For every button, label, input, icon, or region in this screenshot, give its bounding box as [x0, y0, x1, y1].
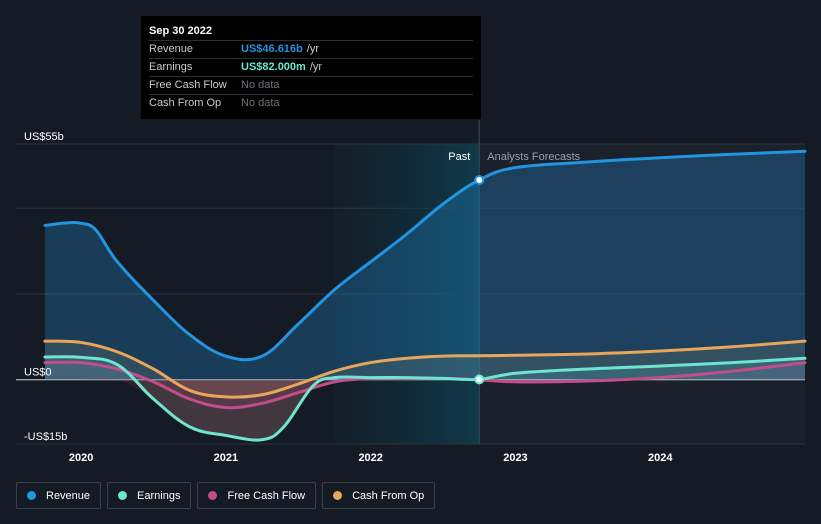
- legend-item-free-cash-flow[interactable]: Free Cash Flow: [197, 482, 317, 509]
- y-axis-label: US$0: [24, 367, 52, 379]
- free-cash-flow-dot-icon: [208, 491, 218, 500]
- x-tick-label: 2023: [503, 452, 527, 464]
- tooltip-value: US$46.616b: [241, 43, 303, 55]
- y-axis-label: -US$15b: [24, 431, 67, 443]
- tooltip: Sep 30 2022 Revenue US$46.616b /yr Earni…: [141, 16, 481, 119]
- legend-item-earnings[interactable]: Earnings: [107, 482, 192, 509]
- line-earnings: [43, 355, 807, 442]
- tooltip-row-cfo: Cash From Op No data: [149, 94, 473, 112]
- x-tick-label: 2020: [69, 452, 93, 464]
- tooltip-label: Cash From Op: [149, 97, 222, 109]
- area-cash-from-op: [44, 341, 806, 398]
- tooltip-row-fcf: Free Cash Flow No data: [149, 76, 473, 94]
- tooltip-label: Earnings: [149, 61, 193, 73]
- revenue-marker: [474, 175, 485, 185]
- line-revenue: [43, 149, 807, 362]
- legend-item-cash-from-op[interactable]: Cash From Op: [322, 482, 436, 509]
- legend-label: Cash From Op: [352, 489, 425, 502]
- x-tick-label: 2022: [358, 452, 382, 464]
- tooltip-row-revenue: Revenue US$46.616b /yr: [149, 40, 473, 58]
- legend: Revenue Earnings Free Cash Flow Cash Fro…: [16, 482, 436, 511]
- x-tick-label: 2021: [214, 452, 238, 464]
- line-cash-from-op: [43, 339, 807, 399]
- tooltip-unit: /yr: [309, 61, 323, 73]
- legend-label: Revenue: [46, 489, 91, 502]
- past-label: Past: [448, 151, 470, 163]
- tooltip-value: No data: [241, 79, 280, 91]
- revenue-dot-icon: [27, 491, 36, 500]
- legend-label: Earnings: [137, 489, 181, 502]
- legend-label: Free Cash Flow: [227, 489, 306, 502]
- forecast-label: Analysts Forecasts: [487, 151, 580, 163]
- line-free-cash-flow: [43, 360, 807, 410]
- area-revenue: [44, 151, 806, 380]
- tooltip-unit: /yr: [306, 43, 319, 55]
- y-axis-label: US$55b: [24, 131, 64, 143]
- tooltip-date: Sep 30 2022: [149, 25, 212, 37]
- earnings-dot-icon: [118, 491, 128, 500]
- tooltip-row-earnings: Earnings US$82.000m /yr: [149, 58, 473, 76]
- tooltip-value: No data: [241, 97, 280, 109]
- x-tick-label: 2024: [648, 452, 673, 464]
- cash-from-op-dot-icon: [333, 491, 343, 500]
- tooltip-label: Revenue: [149, 43, 194, 55]
- tooltip-label: Free Cash Flow: [149, 79, 227, 91]
- tooltip-value: US$82.000m: [241, 61, 306, 73]
- negative-earnings-area: [44, 378, 806, 441]
- legend-item-revenue[interactable]: Revenue: [16, 482, 102, 509]
- earnings-marker: [474, 374, 485, 385]
- area-earnings: [44, 356, 806, 441]
